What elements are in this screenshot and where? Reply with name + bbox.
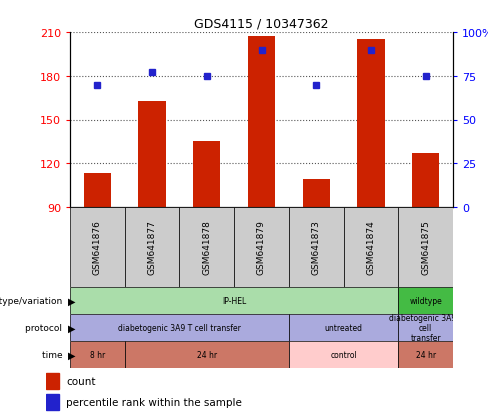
Bar xyxy=(70,207,125,287)
Text: protocol: protocol xyxy=(25,323,65,332)
Text: genotype/variation: genotype/variation xyxy=(0,296,65,305)
Text: time: time xyxy=(41,350,65,359)
Text: wildtype: wildtype xyxy=(409,296,442,305)
Bar xyxy=(83,174,111,207)
Text: 24 hr: 24 hr xyxy=(197,350,217,359)
Bar xyxy=(289,341,398,368)
Bar xyxy=(289,207,344,287)
Text: GSM641878: GSM641878 xyxy=(203,220,211,275)
Title: GDS4115 / 10347362: GDS4115 / 10347362 xyxy=(194,17,329,31)
Bar xyxy=(45,394,59,410)
Text: count: count xyxy=(66,376,96,386)
Bar xyxy=(303,180,330,207)
Text: GSM641874: GSM641874 xyxy=(366,220,375,275)
Text: control: control xyxy=(330,350,357,359)
Text: diabetogenic 3A9 T
cell
transfer: diabetogenic 3A9 T cell transfer xyxy=(388,313,463,342)
Text: ▶: ▶ xyxy=(67,323,75,333)
Bar xyxy=(139,101,166,207)
Bar xyxy=(412,154,439,207)
Bar xyxy=(180,207,234,287)
Bar xyxy=(193,142,221,207)
Text: GSM641876: GSM641876 xyxy=(93,220,102,275)
Text: 8 hr: 8 hr xyxy=(90,350,105,359)
Text: GSM641879: GSM641879 xyxy=(257,220,266,275)
Bar xyxy=(357,40,385,207)
Bar xyxy=(70,341,125,368)
Bar xyxy=(125,341,289,368)
Bar xyxy=(398,314,453,341)
Text: GSM641873: GSM641873 xyxy=(312,220,321,275)
Bar xyxy=(125,207,180,287)
Bar xyxy=(70,287,398,314)
Bar xyxy=(398,207,453,287)
Bar xyxy=(289,314,398,341)
Bar xyxy=(45,373,59,389)
Text: GSM641877: GSM641877 xyxy=(147,220,157,275)
Text: ▶: ▶ xyxy=(67,350,75,360)
Text: ▶: ▶ xyxy=(67,296,75,306)
Bar xyxy=(70,314,289,341)
Text: 24 hr: 24 hr xyxy=(416,350,436,359)
Bar xyxy=(398,287,453,314)
Bar xyxy=(344,207,398,287)
Text: IP-HEL: IP-HEL xyxy=(222,296,246,305)
Text: GSM641875: GSM641875 xyxy=(421,220,430,275)
Bar xyxy=(234,207,289,287)
Text: percentile rank within the sample: percentile rank within the sample xyxy=(66,397,242,407)
Text: untreated: untreated xyxy=(325,323,363,332)
Bar xyxy=(248,37,275,207)
Text: diabetogenic 3A9 T cell transfer: diabetogenic 3A9 T cell transfer xyxy=(118,323,241,332)
Bar xyxy=(398,341,453,368)
